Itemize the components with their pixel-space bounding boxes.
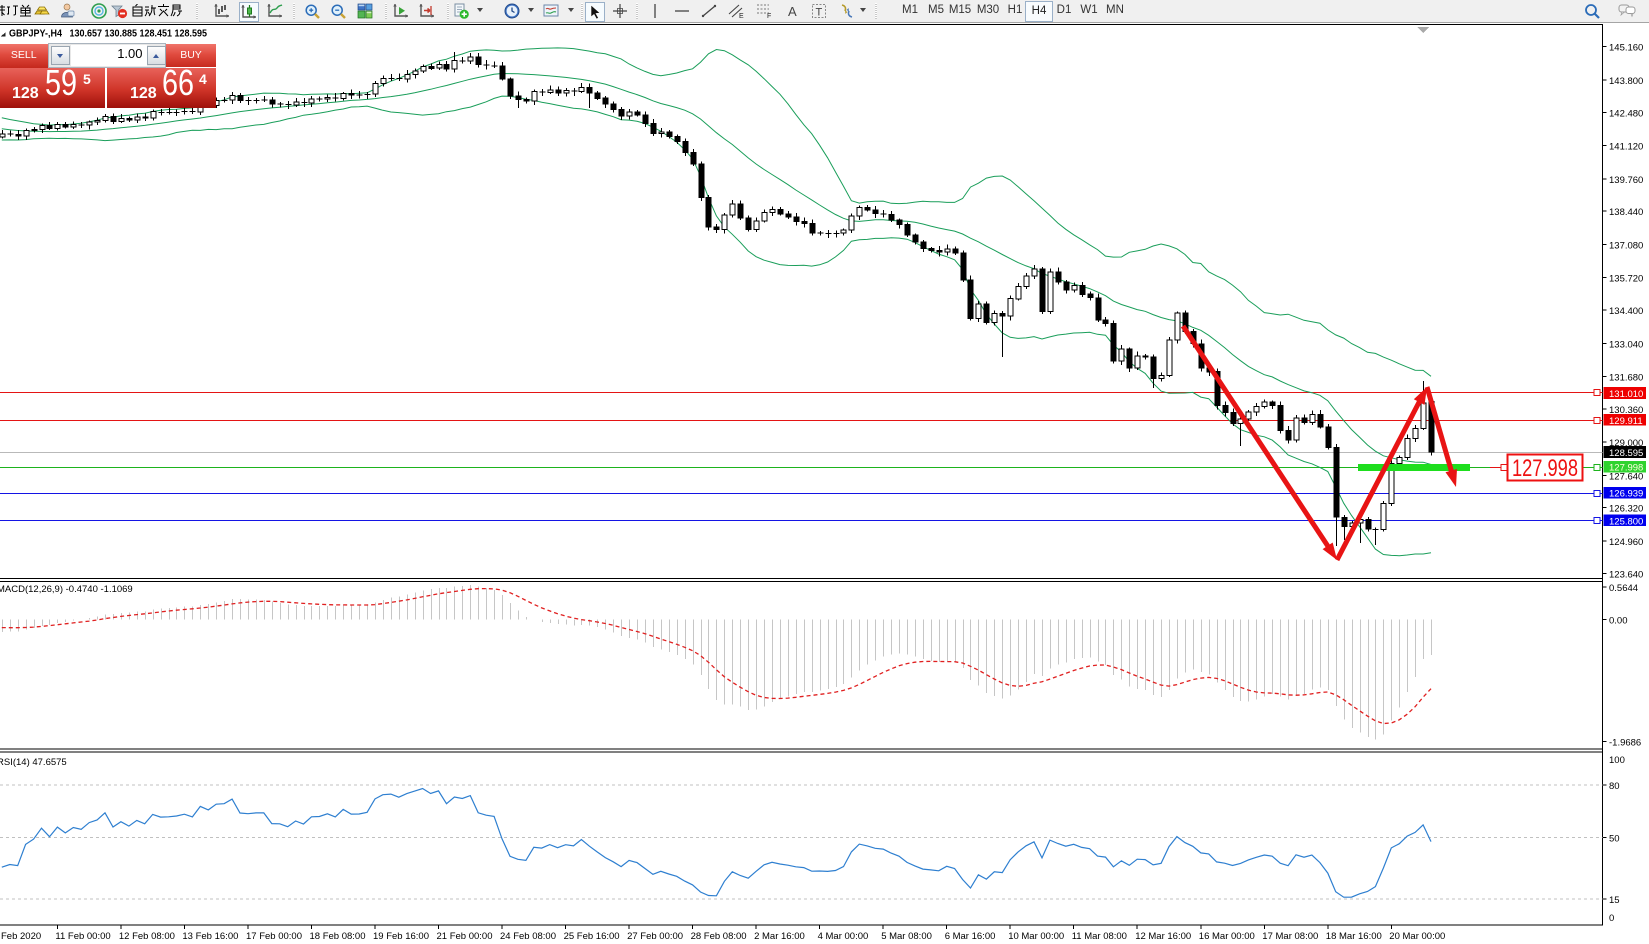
svg-text:RSI(14) 47.6575: RSI(14) 47.6575	[0, 757, 67, 768]
svg-text:123.640: 123.640	[1609, 569, 1643, 580]
svg-text:128.595: 128.595	[1609, 448, 1643, 459]
svg-text:0.00: 0.00	[1609, 616, 1628, 627]
svg-text:80: 80	[1609, 781, 1620, 792]
svg-text:127.998: 127.998	[1609, 463, 1643, 474]
svg-text:143.800: 143.800	[1609, 76, 1643, 87]
svg-text:T: T	[816, 7, 823, 19]
svg-text:18 Feb 08:00: 18 Feb 08:00	[310, 931, 366, 942]
svg-text:20 Mar 00:00: 20 Mar 00:00	[1389, 931, 1445, 942]
svg-text:16 Mar 00:00: 16 Mar 00:00	[1199, 931, 1255, 942]
svg-text:127.998: 127.998	[1512, 455, 1578, 482]
svg-text:0.5644: 0.5644	[1609, 583, 1638, 594]
svg-text:A: A	[788, 4, 797, 19]
svg-text:-1.9686: -1.9686	[1609, 738, 1641, 749]
svg-text:12 Mar 16:00: 12 Mar 16:00	[1135, 931, 1191, 942]
svg-text:15: 15	[1609, 895, 1620, 906]
svg-text:F: F	[767, 13, 771, 20]
svg-text:141.120: 141.120	[1609, 142, 1643, 153]
svg-text:12 Feb 08:00: 12 Feb 08:00	[119, 931, 175, 942]
svg-text:124.960: 124.960	[1609, 537, 1643, 548]
svg-text:17 Mar 08:00: 17 Mar 08:00	[1262, 931, 1318, 942]
svg-text:131.010: 131.010	[1609, 389, 1643, 400]
svg-text:24 Feb 08:00: 24 Feb 08:00	[500, 931, 556, 942]
svg-text:50: 50	[1609, 834, 1620, 845]
svg-text:133.040: 133.040	[1609, 339, 1643, 350]
svg-text:142.480: 142.480	[1609, 108, 1643, 119]
svg-text:138.440: 138.440	[1609, 207, 1643, 218]
svg-text:129.000: 129.000	[1609, 438, 1643, 449]
svg-text:28 Feb 08:00: 28 Feb 08:00	[691, 931, 747, 942]
svg-text:126.939: 126.939	[1609, 489, 1643, 500]
svg-text:25 Feb 16:00: 25 Feb 16:00	[564, 931, 620, 942]
svg-text:E: E	[739, 13, 744, 20]
svg-text:21 Feb 00:00: 21 Feb 00:00	[437, 931, 493, 942]
svg-text:Feb 2020: Feb 2020	[1, 931, 41, 942]
svg-text:134.400: 134.400	[1609, 306, 1643, 317]
svg-text:11 Mar 08:00: 11 Mar 08:00	[1072, 931, 1127, 942]
svg-text:145.160: 145.160	[1609, 43, 1643, 54]
svg-text:127.640: 127.640	[1609, 471, 1643, 482]
svg-text:5 Mar 08:00: 5 Mar 08:00	[881, 931, 932, 942]
svg-text:131.680: 131.680	[1609, 373, 1643, 384]
svg-text:130.360: 130.360	[1609, 405, 1643, 416]
svg-text:13 Feb 16:00: 13 Feb 16:00	[182, 931, 238, 942]
svg-text:125.800: 125.800	[1609, 516, 1643, 527]
svg-text:11 Feb 00:00: 11 Feb 00:00	[55, 931, 110, 942]
svg-text:17 Feb 00:00: 17 Feb 00:00	[246, 931, 302, 942]
svg-text:2 Mar 16:00: 2 Mar 16:00	[754, 931, 805, 942]
svg-text:100: 100	[1609, 755, 1625, 766]
svg-text:MACD(12,26,9) -0.4740 -1.1069: MACD(12,26,9) -0.4740 -1.1069	[0, 584, 133, 595]
svg-text:GBPJPY-,H4 130.657 130.885 1: GBPJPY-,H4 130.657 130.885 128.451 128.5…	[9, 29, 207, 40]
svg-text:6 Mar 16:00: 6 Mar 16:00	[945, 931, 996, 942]
svg-text:4 Mar 00:00: 4 Mar 00:00	[818, 931, 869, 942]
svg-text:10 Mar 00:00: 10 Mar 00:00	[1008, 931, 1064, 942]
svg-text:0: 0	[1609, 913, 1614, 924]
svg-text:27 Feb 00:00: 27 Feb 00:00	[627, 931, 683, 942]
svg-text:137.080: 137.080	[1609, 240, 1643, 251]
svg-text:126.320: 126.320	[1609, 504, 1643, 515]
svg-text:135.720: 135.720	[1609, 274, 1643, 285]
svg-text:18 Mar 16:00: 18 Mar 16:00	[1326, 931, 1382, 942]
svg-text:139.760: 139.760	[1609, 175, 1643, 186]
svg-text:19 Feb 16:00: 19 Feb 16:00	[373, 931, 429, 942]
svg-text:129.911: 129.911	[1609, 416, 1643, 427]
